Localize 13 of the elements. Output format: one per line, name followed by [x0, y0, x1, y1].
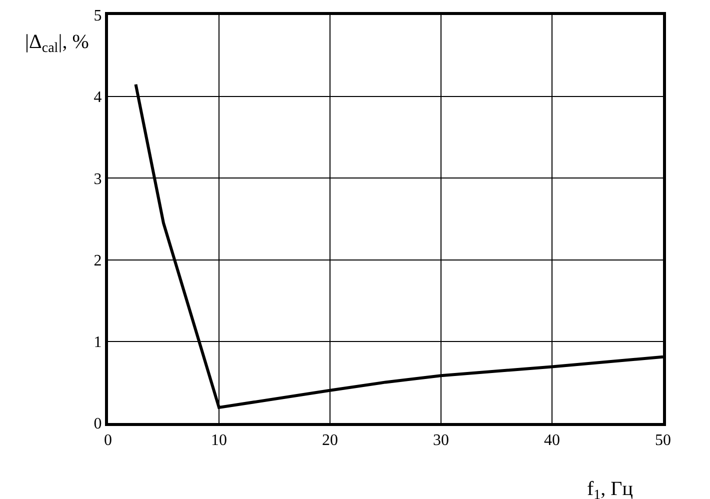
y-tick-label: 4 [94, 89, 102, 106]
x-tick-label: 50 [655, 432, 671, 450]
x-tick-label: 20 [322, 432, 338, 450]
x-tick-label: 30 [433, 432, 449, 450]
y-axis-title: |Δ$_{cal}$|, % [25, 31, 89, 56]
y-tick-label: 5 [94, 8, 102, 25]
x-axis-title: f$_{1}$, Гц [587, 478, 634, 499]
x-tick-label: 40 [544, 432, 560, 450]
y-tick-label: 1 [94, 334, 102, 351]
y-tick-label: 3 [94, 170, 102, 188]
y-tick-label: 0 [94, 416, 102, 433]
y-tick-label: 2 [94, 252, 102, 270]
x-tick-label: 10 [211, 432, 227, 450]
